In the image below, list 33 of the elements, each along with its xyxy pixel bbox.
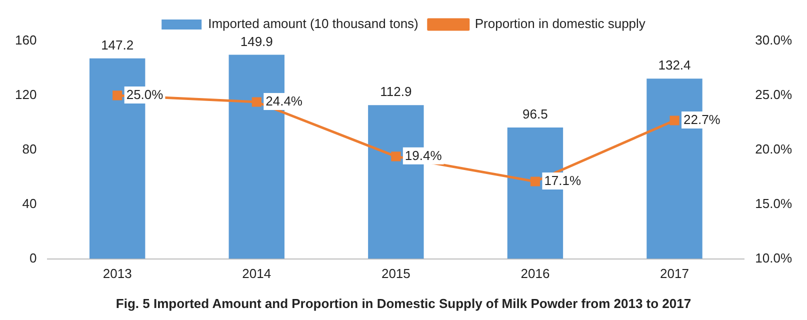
y2-tick-label: 10.0% xyxy=(755,250,792,266)
point xyxy=(112,90,122,100)
data-label: 24.4% xyxy=(266,94,303,109)
x-tick-label: 2015 xyxy=(381,266,410,282)
y2-tick-label: 25.0% xyxy=(755,87,792,102)
y-tick-label: 80 xyxy=(22,141,37,156)
point xyxy=(670,116,680,126)
point xyxy=(252,97,262,107)
data-label: 149.9 xyxy=(240,34,273,49)
x-tick-label: 2014 xyxy=(242,266,272,282)
y2-tick-label: 15.0% xyxy=(755,196,792,211)
y2-tick-label: 20.0% xyxy=(755,141,792,156)
data-label: 19.4% xyxy=(404,148,442,164)
text: Fig. 5 Imported Amount and Proportion in Domestic Supply of Milk Powder from 2013 to 2017 xyxy=(116,296,692,311)
data-label: 112.9 xyxy=(380,84,412,100)
legend-label: Imported amount (10 thousand tons) xyxy=(208,16,418,32)
point xyxy=(530,176,540,186)
point xyxy=(391,152,401,162)
x-tick-label: 2017 xyxy=(660,266,689,282)
data-label: 96.5 xyxy=(522,106,548,122)
data-label: 132.4 xyxy=(658,58,691,73)
x-tick-label: 2013 xyxy=(102,266,132,282)
x-tick-label: 2016 xyxy=(520,266,550,282)
data-label: 147.2 xyxy=(101,38,134,52)
y-tick-label: 160 xyxy=(14,32,37,48)
y-tick-label: 40 xyxy=(22,196,37,211)
y-tick-label: 0 xyxy=(29,250,37,266)
data-label: 22.7% xyxy=(683,112,721,128)
y-tick-label: 120 xyxy=(14,87,37,102)
data-label: 17.1% xyxy=(544,173,582,188)
data-label: 25.0% xyxy=(126,87,164,102)
legend-label: Proportion in domestic supply xyxy=(474,16,646,32)
y2-tick-label: 30.0% xyxy=(755,32,792,48)
